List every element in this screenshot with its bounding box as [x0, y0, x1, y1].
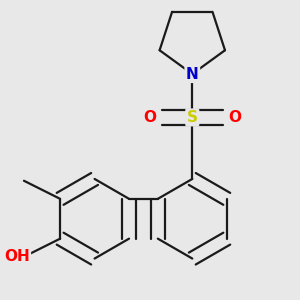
Text: O: O — [143, 110, 156, 125]
Text: O: O — [228, 110, 241, 125]
Text: OH: OH — [4, 249, 30, 264]
Text: S: S — [187, 110, 198, 125]
Text: N: N — [186, 67, 199, 82]
